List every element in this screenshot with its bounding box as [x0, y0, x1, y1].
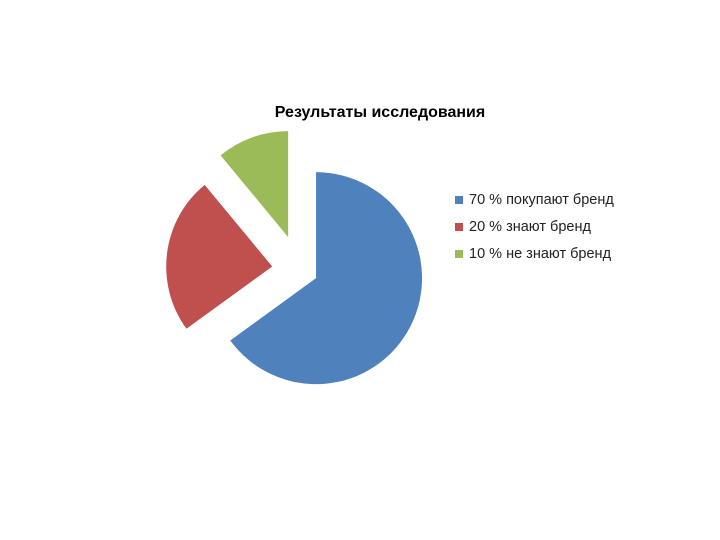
chart-title: Результаты исследования — [274, 104, 486, 121]
slice-know — [166, 184, 273, 329]
legend: 70 % покупают бренд 20 % знают бренд 10 … — [455, 190, 625, 271]
slice-dont-know — [220, 131, 289, 238]
legend-item-dont-know: 10 % не знают бренд — [455, 244, 625, 265]
legend-label-buy: 70 % покупают бренд — [469, 192, 614, 208]
legend-label-know: 20 % знают бренд — [469, 219, 591, 235]
legend-swatch-know — [455, 223, 463, 231]
legend-item-buy: 70 % покупают бренд — [455, 190, 625, 211]
legend-item-know: 20 % знают бренд — [455, 217, 625, 238]
slice-buy — [230, 172, 423, 385]
legend-swatch-dont-know — [455, 250, 463, 258]
legend-label-dont-know: 10 % не знают бренд — [469, 246, 612, 262]
legend-swatch-buy — [455, 196, 463, 204]
